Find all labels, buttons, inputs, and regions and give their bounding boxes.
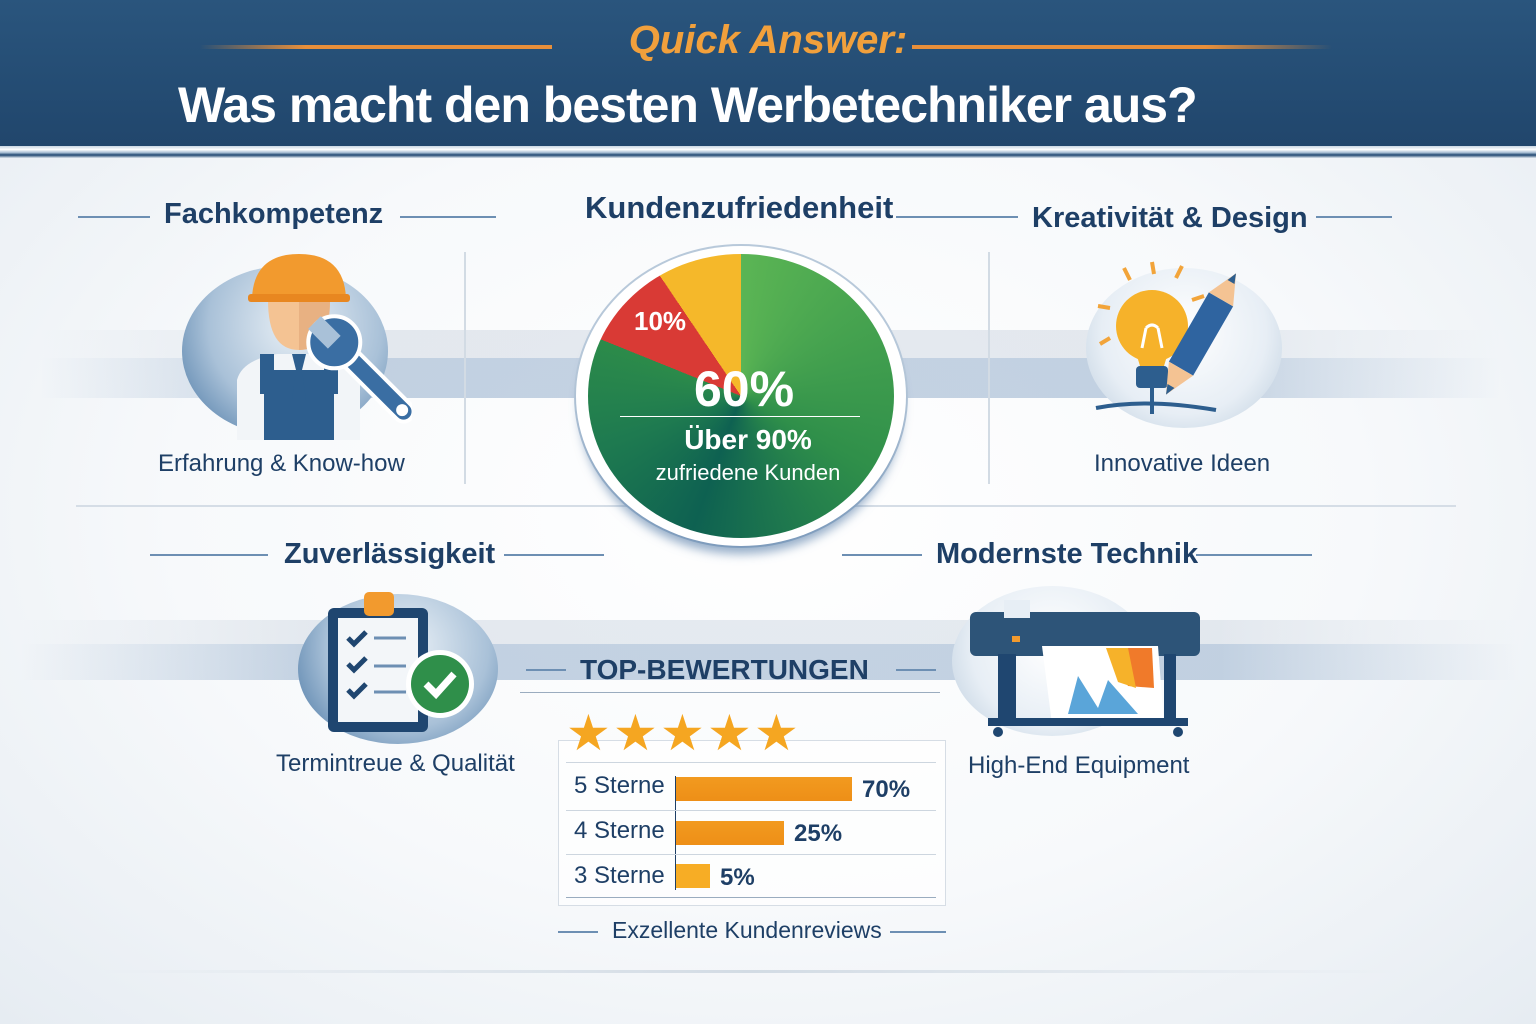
- title-rule: [400, 216, 496, 218]
- caption-zuverlaessigkeit: Termintreue & Qualität: [276, 750, 515, 777]
- satisfaction-pie-chart: 10% 60% Über 90% zufriedene Kunden: [576, 246, 906, 546]
- title-rule: [990, 216, 1016, 218]
- column-divider: [988, 252, 990, 484]
- pie-big-label: 60%: [694, 361, 795, 417]
- star-icon: ★: [660, 705, 705, 761]
- title-rule: [1196, 554, 1312, 556]
- star-icon: ★: [566, 705, 611, 761]
- section-title-kundenzufriedenheit: Kundenzufriedenheit: [585, 190, 894, 225]
- star-icon: ★: [754, 705, 799, 761]
- bg-band: [20, 620, 1520, 644]
- caption-kreativitaet: Innovative Ideen: [1094, 450, 1271, 477]
- rating-value: 70%: [862, 776, 911, 803]
- row-divider: [566, 762, 936, 763]
- kicker-text: Quick Answer:: [628, 18, 908, 62]
- pie-divider: [620, 416, 860, 417]
- header-banner: Quick Answer: Was macht den besten Werbe…: [0, 0, 1536, 146]
- kicker-rule-left: [200, 45, 552, 49]
- title-rule: [78, 216, 150, 218]
- star-icon: ★: [707, 705, 752, 761]
- bar-axis: [675, 776, 676, 890]
- footer-rule: [558, 931, 598, 933]
- section-title-fachkompetenz: Fachkompetenz: [164, 198, 384, 230]
- rating-label: 3 Sterne: [574, 862, 665, 889]
- pie-small-label: 10%: [634, 306, 687, 336]
- rating-bar-5: [676, 777, 852, 801]
- title-rule: [896, 669, 936, 671]
- bg-band: [20, 644, 1520, 680]
- large-format-printer-icon: [952, 586, 1200, 737]
- rating-value: 5%: [720, 864, 755, 891]
- page-title: Was macht den besten Werbetechniker aus?: [178, 77, 1198, 133]
- section-title-technik: Modernste Technik: [936, 538, 1199, 570]
- lightbulb-pencil-icon: [1086, 261, 1282, 428]
- technician-wrench-icon: [182, 254, 412, 440]
- kicker-rule-right: [912, 45, 1332, 49]
- row-divider: [566, 897, 936, 898]
- title-rule: [896, 216, 1018, 218]
- rating-bar-3: [676, 864, 710, 888]
- column-divider: [464, 252, 466, 484]
- row-divider: [566, 810, 936, 811]
- pie-headline: Über 90%: [684, 424, 812, 455]
- rating-bar-4: [676, 821, 784, 845]
- title-underline: [520, 692, 940, 693]
- title-rule: [842, 554, 922, 556]
- star-icon: ★: [613, 705, 658, 761]
- title-rule: [504, 554, 604, 556]
- pie-slices: [588, 254, 894, 538]
- section-title-bewertungen: TOP-BEWERTUNGEN: [580, 654, 869, 685]
- caption-fachkompetenz: Erfahrung & Know-how: [158, 450, 405, 477]
- row-divider: [566, 854, 936, 855]
- rating-label: 5 Sterne: [574, 772, 665, 799]
- ratings-footer: Exzellente Kundenreviews: [612, 917, 882, 943]
- rating-label: 4 Sterne: [574, 817, 665, 844]
- section-title-zuverlaessigkeit: Zuverlässigkeit: [284, 538, 496, 570]
- title-rule: [526, 669, 566, 671]
- rating-value: 25%: [794, 820, 843, 847]
- clipboard-check-icon: [298, 592, 498, 744]
- caption-technik: High-End Equipment: [968, 752, 1190, 779]
- header-divider: [0, 146, 1536, 158]
- title-rule: [1316, 216, 1392, 218]
- section-title-kreativitaet: Kreativität & Design: [1032, 202, 1308, 234]
- footer-divider: [100, 970, 1400, 973]
- title-rule: [150, 554, 268, 556]
- pie-subline: zufriedene Kunden: [655, 460, 841, 485]
- footer-rule: [890, 931, 946, 933]
